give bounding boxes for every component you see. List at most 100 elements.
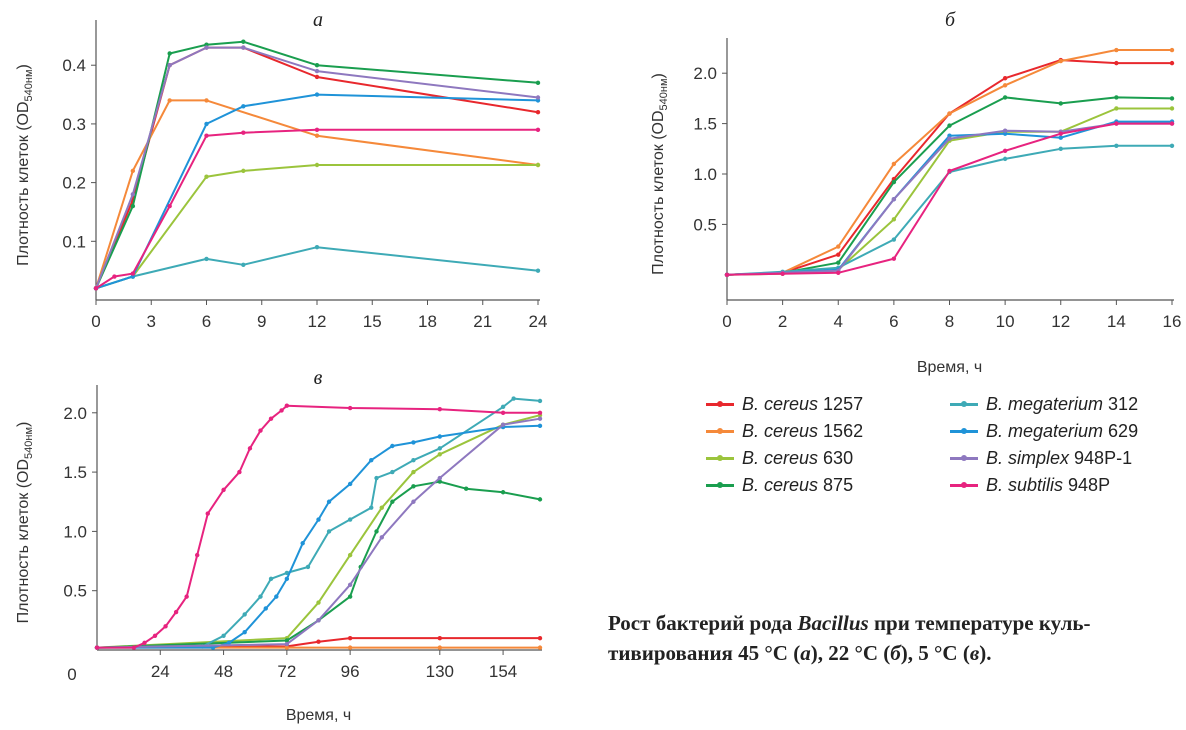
data-point	[390, 469, 395, 475]
data-point	[242, 630, 247, 635]
panel-title: б	[945, 9, 956, 31]
data-point	[204, 174, 209, 179]
series-line	[726, 120, 1172, 276]
data-point	[437, 475, 442, 481]
legend-item: B. simplex 948P-1	[950, 448, 1132, 469]
data-point	[537, 423, 543, 429]
series-line	[96, 397, 541, 649]
data-point	[314, 162, 320, 168]
data-point	[242, 612, 247, 617]
y-tick-label: 0.4	[62, 56, 86, 75]
series-line	[726, 59, 1172, 276]
data-point	[411, 499, 416, 504]
data-point	[347, 582, 353, 587]
series-line	[95, 93, 539, 290]
data-point	[326, 529, 332, 534]
data-point	[205, 511, 210, 516]
data-point	[379, 535, 384, 540]
data-point	[284, 638, 290, 643]
x-tick-label: 15	[363, 312, 382, 331]
data-point	[437, 452, 442, 457]
data-point	[437, 446, 442, 451]
data-point	[780, 271, 785, 276]
series-line-7	[93, 45, 541, 291]
data-point	[1169, 96, 1175, 101]
data-point	[1002, 148, 1008, 154]
series-line-1	[93, 45, 541, 291]
data-point	[891, 161, 897, 167]
series-line-5	[94, 396, 543, 650]
data-point	[390, 443, 395, 449]
data-point	[1002, 128, 1008, 133]
series-line-3	[93, 162, 541, 291]
data-point	[347, 594, 353, 599]
x-tick-label: 6	[202, 312, 211, 331]
data-point	[1169, 60, 1175, 66]
x-tick-label: 2	[778, 312, 787, 331]
legend-genus: B. subtilis	[986, 475, 1064, 495]
data-point	[131, 645, 137, 650]
data-point	[263, 606, 268, 611]
series-line-8	[724, 121, 1175, 277]
data-point	[314, 63, 320, 68]
caption-text: ), 5 °C (	[900, 641, 970, 665]
x-tick-label: 72	[277, 662, 296, 681]
data-point	[411, 458, 416, 463]
data-point	[1114, 106, 1119, 111]
data-point	[247, 446, 253, 451]
x-tick-label: 24	[151, 662, 170, 681]
data-point	[500, 404, 506, 410]
data-point	[411, 484, 416, 489]
data-point	[369, 505, 374, 510]
x-tick-label: 9	[257, 312, 266, 331]
panel-title: в	[314, 367, 323, 389]
legend-genus: B. simplex	[986, 448, 1070, 468]
x-tick-label: 18	[418, 312, 437, 331]
series-line	[726, 144, 1172, 276]
data-point	[314, 127, 320, 132]
data-point	[221, 633, 226, 638]
data-point	[1002, 156, 1008, 162]
data-point	[511, 396, 516, 401]
data-point	[374, 529, 379, 534]
x-tick-label: 130	[426, 662, 454, 681]
data-point	[724, 272, 730, 277]
legend-item: B. subtilis 948P	[950, 475, 1110, 496]
data-point	[836, 252, 841, 257]
series-line-5	[724, 143, 1175, 277]
data-point	[237, 469, 242, 475]
data-point	[167, 51, 172, 56]
series-line-2	[93, 98, 541, 291]
data-point	[1114, 121, 1119, 126]
data-point	[347, 552, 353, 558]
data-point	[500, 410, 506, 415]
data-point	[537, 416, 543, 421]
series-line	[95, 99, 539, 289]
x-axis-label: Время, ч	[917, 359, 982, 376]
data-point	[836, 244, 841, 249]
data-point	[437, 407, 442, 412]
data-point	[1002, 76, 1008, 81]
data-point	[347, 517, 353, 522]
y-tick-label: 0.5	[63, 582, 87, 601]
data-point	[112, 274, 117, 279]
data-point	[1002, 83, 1008, 88]
series-line-7	[94, 416, 543, 650]
data-point	[347, 635, 353, 641]
data-point	[535, 80, 541, 86]
data-point	[173, 609, 179, 615]
panel-title: а	[313, 9, 323, 31]
series-line	[96, 480, 541, 649]
x-tick-label: 16	[1163, 312, 1182, 331]
series-line	[97, 404, 540, 649]
legend-strain: 948P-1	[1074, 448, 1133, 468]
series-line-1	[724, 57, 1175, 277]
series-line-6	[93, 92, 541, 291]
data-point	[1169, 143, 1175, 148]
data-point	[947, 111, 952, 116]
y-tick-label: 0.1	[62, 232, 86, 251]
data-point	[836, 260, 841, 265]
data-point	[374, 475, 379, 481]
data-point	[316, 600, 321, 605]
legend-swatch	[950, 482, 978, 488]
